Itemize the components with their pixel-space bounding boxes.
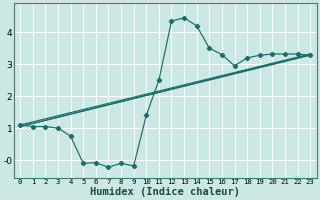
X-axis label: Humidex (Indice chaleur): Humidex (Indice chaleur) (90, 186, 240, 197)
